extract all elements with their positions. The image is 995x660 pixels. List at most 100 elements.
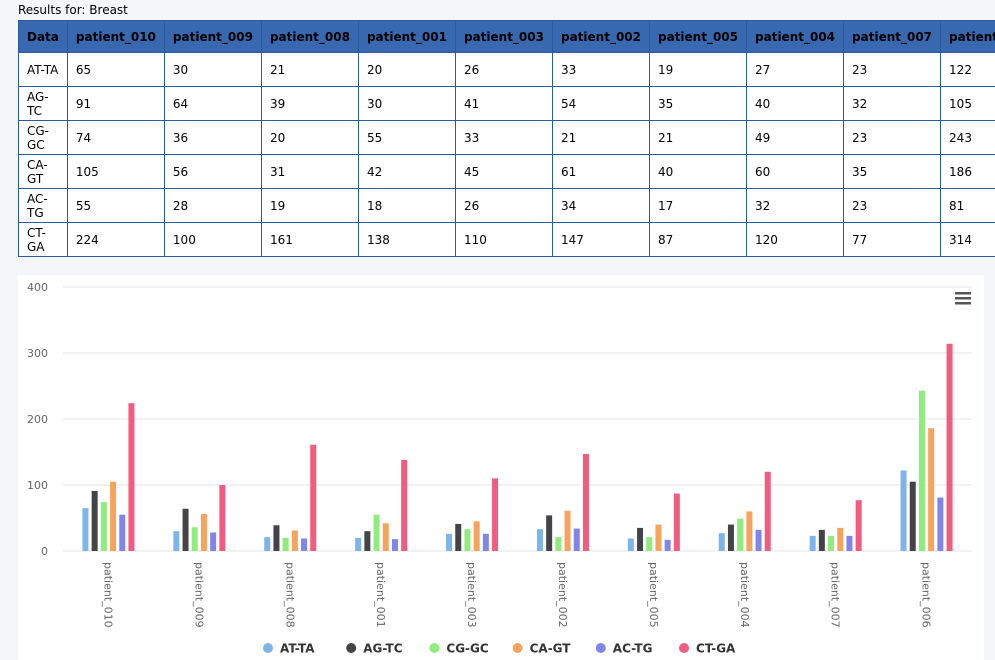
bar	[110, 481, 117, 551]
header-row: Data patient_010 patient_009 patient_008 pat…	[18, 20, 995, 53]
menu-icon[interactable]	[955, 292, 971, 305]
table-cell: 77	[843, 222, 942, 257]
bar	[664, 539, 671, 551]
table-cell: AT-TA	[18, 52, 68, 87]
y-tick-label: 300	[27, 347, 48, 360]
bar	[119, 514, 126, 551]
x-tick-label: patient_010	[101, 562, 114, 628]
table-cell: 26	[454, 52, 553, 87]
column-header: patient_002	[551, 20, 651, 53]
table-cell: 34	[551, 188, 651, 223]
table-cell: 23	[843, 120, 942, 155]
bar	[928, 428, 935, 551]
bar	[555, 537, 562, 551]
table-cell: 32	[746, 188, 845, 223]
column-header: patient_001	[357, 20, 456, 53]
bar	[446, 533, 453, 551]
column-header: patient_010	[66, 20, 165, 53]
bar	[291, 530, 298, 551]
x-tick-label: patient_007	[829, 562, 842, 628]
bar	[946, 343, 953, 551]
legend-marker	[679, 643, 689, 653]
table-cell: 20	[357, 52, 456, 87]
bar	[492, 478, 499, 551]
bar	[755, 529, 762, 551]
table-cell: 186	[940, 154, 995, 189]
table-cell: 32	[843, 86, 942, 121]
legend-label: CG-GC	[446, 642, 488, 656]
x-tick-label: patient_008	[283, 562, 296, 628]
results-title: Results for: Breast	[18, 3, 128, 17]
y-tick-label: 0	[41, 545, 48, 558]
legend-label: AT-TA	[280, 642, 315, 656]
y-tick-label: 100	[27, 479, 48, 492]
table-cell: 17	[648, 188, 748, 223]
table-cell: 55	[66, 188, 165, 223]
bar	[846, 535, 853, 551]
legend-label: CT-GA	[696, 642, 736, 656]
bar	[464, 529, 471, 551]
bar	[210, 532, 217, 551]
table-cell: 21	[260, 52, 359, 87]
column-header: patient_003	[454, 20, 553, 53]
x-tick-label: patient_009	[192, 562, 205, 628]
table-cell: 87	[648, 222, 748, 257]
bar	[455, 523, 462, 551]
bar	[837, 527, 844, 551]
table-cell: 21	[648, 120, 748, 155]
bar	[536, 529, 543, 551]
table-cell: 30	[163, 52, 262, 87]
legend-label: CA-GT	[530, 642, 572, 656]
table-cell: 23	[843, 52, 942, 87]
table-cell: 74	[66, 120, 165, 155]
y-tick-label: 200	[27, 413, 48, 426]
table-cell: 224	[66, 222, 165, 257]
bar	[282, 537, 289, 551]
bar	[391, 539, 398, 551]
column-header: patient_004	[746, 20, 845, 53]
bar	[82, 508, 89, 551]
table-row: CA-GT 105 56 31 42 45 61 40 60 35 186	[18, 154, 995, 189]
legend-marker	[429, 643, 440, 653]
bar	[764, 471, 771, 551]
bar	[937, 497, 944, 551]
x-tick-label: patient_001	[374, 562, 387, 628]
legend-marker	[346, 643, 357, 653]
x-tick-label: patient_005	[647, 562, 660, 628]
bar	[382, 523, 389, 551]
table-cell: CG-GC	[18, 120, 68, 155]
table-cell: 161	[260, 222, 359, 257]
table-cell: AC-TG	[18, 188, 68, 223]
bar	[809, 535, 816, 551]
table-cell: 41	[454, 86, 553, 121]
table-row: CG-GC 74 36 20 55 33 21 21 49 23 243	[18, 120, 995, 155]
legend-label: AC-TG	[613, 642, 653, 656]
table-cell: 33	[454, 120, 553, 155]
table-cell: 18	[357, 188, 456, 223]
table-body: AT-TA 65 30 21 20 26 33 19 27 23 122 AG-TC 91 64 39 30 4…	[18, 52, 995, 257]
table-cell: 19	[648, 52, 748, 87]
bar	[646, 537, 653, 551]
table-cell: 35	[648, 86, 748, 121]
table-cell: 65	[66, 52, 165, 87]
bar	[473, 521, 480, 551]
table-cell: 60	[746, 154, 845, 189]
bar	[173, 531, 180, 551]
table-cell: 19	[260, 188, 359, 223]
table-cell: 20	[260, 120, 359, 155]
x-tick-label: patient_006	[920, 562, 933, 628]
table-cell: 55	[357, 120, 456, 155]
table-cell: 314	[940, 222, 995, 257]
bar	[546, 515, 553, 551]
table-cell: 23	[843, 188, 942, 223]
table-cell: 27	[746, 52, 845, 87]
table-cell: AG-TC	[18, 86, 68, 121]
table-cell: 36	[163, 120, 262, 155]
table-cell: 21	[551, 120, 651, 155]
table-cell: 45	[454, 154, 553, 189]
table-cell: 31	[260, 154, 359, 189]
bar	[900, 470, 907, 551]
table-cell: CT-GA	[18, 222, 68, 257]
results-table: Data patient_010 patient_009 patient_008 pat…	[18, 20, 995, 257]
